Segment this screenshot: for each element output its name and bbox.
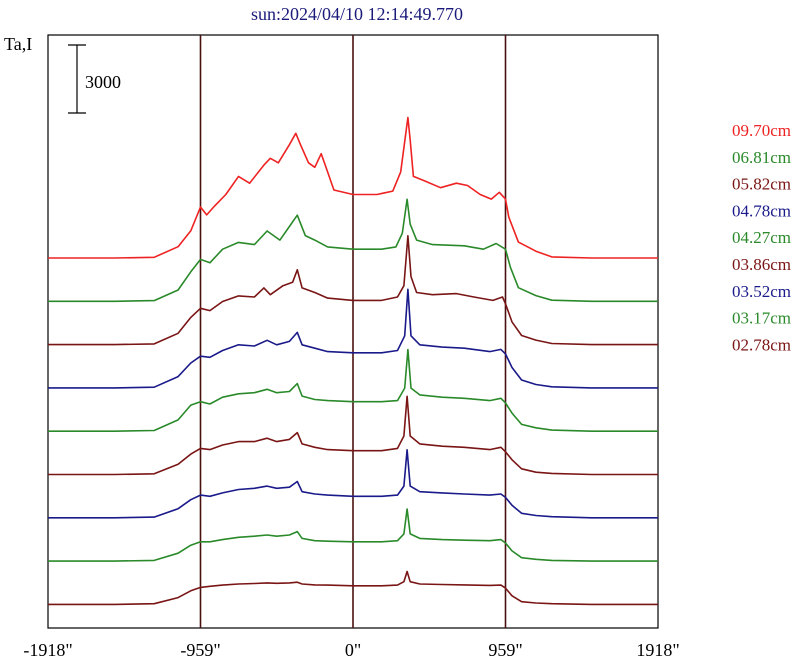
series-line-06.81cm (48, 198, 658, 303)
legend-entry: 02.78cm (732, 335, 791, 354)
series-line-05.82cm (48, 235, 658, 346)
scale-bar: 3000 (68, 44, 121, 114)
x-tick-label: 959" (488, 640, 522, 660)
legend: 09.70cm 06.81cm 05.82cm 04.78cm 04.27cm 03.86… (732, 121, 791, 354)
x-tick-label: 0" (345, 640, 361, 660)
legend-entry: 03.17cm (732, 309, 791, 328)
legend-entry: 03.86cm (732, 255, 791, 274)
chart-title: sun:2024/04/10 12:14:49.770 (251, 4, 463, 24)
legend-entry: 04.27cm (732, 228, 791, 247)
legend-entry: 06.81cm (732, 148, 791, 167)
series-lines (48, 116, 658, 606)
scale-bar-label: 3000 (85, 72, 121, 92)
series-line-04.27cm (48, 348, 658, 432)
x-axis-ticks: -1918" -959" 0" 959" 1918" (23, 640, 679, 660)
vertical-reference-lines (199, 35, 507, 628)
legend-entry: 09.70cm (732, 121, 791, 140)
legend-entry: 04.78cm (732, 201, 791, 220)
series-line-09.70cm (48, 116, 658, 259)
y-axis-label: Ta,I (4, 34, 32, 54)
series-line-03.52cm (48, 449, 658, 519)
x-tick-label: -1918" (23, 640, 72, 660)
series-line-04.78cm (48, 288, 658, 389)
series-line-03.86cm (48, 395, 658, 476)
legend-entry: 03.52cm (732, 282, 791, 301)
x-tick-label: -959" (180, 640, 220, 660)
x-tick-label: 1918" (636, 640, 679, 660)
legend-entry: 05.82cm (732, 175, 791, 194)
series-line-03.17cm (48, 508, 658, 562)
series-line-02.78cm (48, 570, 658, 606)
